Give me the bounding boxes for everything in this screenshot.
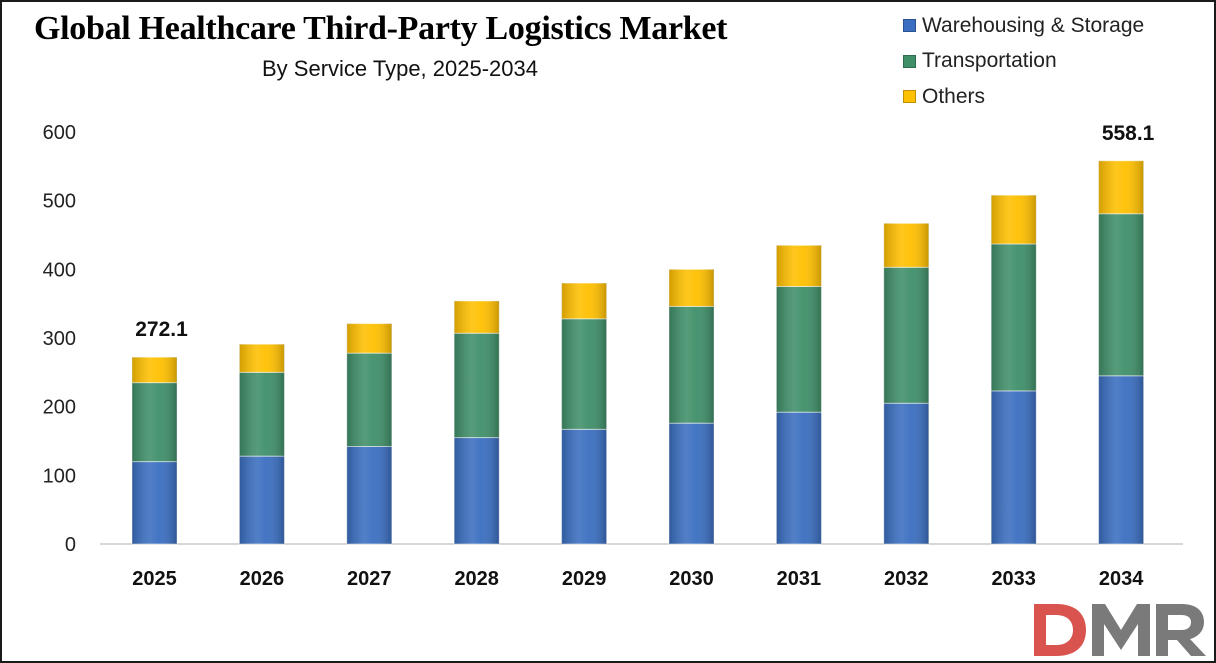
x-tick-label: 2030	[669, 568, 714, 590]
x-tick-label: 2032	[884, 568, 929, 590]
bar-transportation-2031	[775, 286, 822, 413]
x-tick-label: 2029	[562, 568, 607, 590]
bar-others-2030	[668, 268, 715, 307]
bar-warehousing-storage-2029	[561, 428, 608, 545]
legend-swatch-warehousing	[903, 19, 916, 33]
x-tick-label: 2031	[777, 568, 822, 590]
bar-others-2031	[775, 244, 822, 288]
bar-transportation-2030	[668, 305, 715, 424]
bar-others-2026	[238, 343, 285, 373]
bar-transportation-2027	[346, 352, 393, 447]
bar-others-2032	[883, 222, 930, 268]
y-tick-label: 100	[43, 465, 76, 487]
dmr-logo	[1034, 604, 1206, 656]
bar-warehousing-storage-2033	[990, 390, 1037, 545]
bar-warehousing-storage-2034	[1098, 375, 1145, 545]
y-tick-label: 500	[43, 191, 76, 213]
x-tick-label: 2027	[347, 568, 392, 590]
bar-warehousing-storage-2030	[668, 422, 715, 545]
chart-legend: Warehousing & Storage Transportation Oth…	[903, 8, 1144, 115]
bar-transportation-2033	[990, 243, 1037, 392]
legend-label-transportation: Transportation	[922, 49, 1057, 73]
y-tick-label: 600	[43, 122, 76, 144]
x-tick-label: 2033	[991, 568, 1036, 590]
x-tick-label: 2028	[454, 568, 499, 590]
legend-label-warehousing: Warehousing & Storage	[922, 13, 1145, 37]
y-tick-label: 400	[43, 259, 76, 281]
chart-subtitle: By Service Type, 2025-2034	[262, 56, 538, 81]
legend-label-others: Others	[922, 84, 986, 108]
bar-others-2029	[561, 282, 608, 320]
legend-item-transportation: Transportation	[903, 44, 1144, 80]
y-tick-label: 0	[65, 534, 76, 556]
bar-transportation-2034	[1098, 213, 1145, 377]
bar-others-2027	[346, 323, 393, 354]
bar-warehousing-storage-2031	[775, 411, 822, 545]
y-tick-label: 200	[43, 397, 76, 419]
bar-warehousing-storage-2027	[346, 445, 393, 545]
bar-warehousing-storage-2028	[453, 437, 500, 545]
bar-transportation-2029	[561, 318, 608, 430]
bar-transportation-2026	[238, 371, 285, 457]
legend-swatch-others	[903, 90, 916, 104]
x-tick-label: 2034	[1099, 568, 1144, 590]
bar-transportation-2028	[453, 332, 500, 439]
legend-item-others: Others	[903, 79, 1144, 115]
bar-transportation-2025	[131, 382, 178, 463]
x-tick-label: 2026	[240, 568, 285, 590]
bar-transportation-2032	[883, 266, 930, 404]
bar-others-2028	[453, 300, 500, 334]
bar-warehousing-storage-2032	[883, 402, 930, 545]
y-tick-label: 300	[43, 328, 76, 350]
total-label-2025: 272.1	[135, 318, 188, 341]
chart-title: Global Healthcare Third-Party Logistics …	[34, 10, 728, 47]
x-tick-label: 2025	[132, 568, 177, 590]
bar-warehousing-storage-2025	[131, 461, 178, 545]
bar-others-2033	[990, 194, 1037, 245]
legend-swatch-transportation	[903, 54, 916, 68]
legend-item-warehousing: Warehousing & Storage	[903, 8, 1144, 44]
bar-warehousing-storage-2026	[238, 455, 285, 545]
total-label-2034: 558.1	[1102, 122, 1155, 145]
bar-others-2025	[131, 356, 178, 384]
bar-others-2034	[1098, 160, 1145, 215]
